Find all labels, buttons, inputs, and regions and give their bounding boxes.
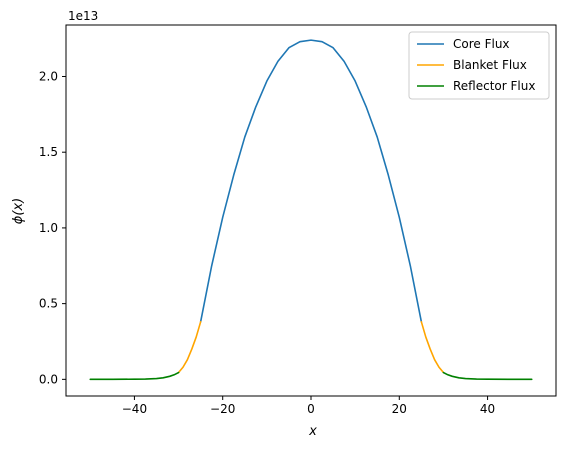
legend-label-core-flux: Core Flux — [453, 37, 510, 51]
series-line-blanket-flux-1 — [420, 320, 445, 374]
series-line-core-flux-0 — [199, 39, 423, 323]
x-tick-label: −40 — [122, 402, 147, 416]
series-line-reflector-flux-1 — [442, 371, 533, 381]
y-tick-label: 2.0 — [39, 69, 58, 83]
x-axis-ticks: −40 −20 0 20 40 — [122, 396, 495, 416]
legend-label-reflector-flux: Reflector Flux — [453, 79, 535, 93]
y-tick-label: 1.5 — [39, 145, 58, 159]
legend-label-blanket-flux: Blanket Flux — [453, 58, 527, 72]
y-tick-label: 0.5 — [39, 297, 58, 311]
x-tick-label: 40 — [480, 402, 495, 416]
plot-marks — [89, 39, 533, 381]
x-tick-label: 0 — [307, 402, 315, 416]
y-tick-label: 1.0 — [39, 221, 58, 235]
x-tick-label: 20 — [392, 402, 407, 416]
y-tick-label: 0.0 — [39, 372, 58, 386]
series-line-blanket-flux-0 — [177, 320, 202, 374]
y-axis-ticks: 0.0 0.5 1.0 1.5 2.0 — [39, 69, 66, 386]
x-axis-label: x — [308, 424, 317, 439]
legend-box — [408, 31, 550, 100]
series-line-reflector-flux-0 — [89, 371, 180, 381]
x-tick-label: −20 — [210, 402, 235, 416]
y-axis-label: ϕ(x) — [11, 198, 26, 224]
legend: Core Flux Blanket Flux Reflector Flux — [408, 31, 550, 100]
y-axis-offset-text: 1e13 — [68, 9, 98, 23]
